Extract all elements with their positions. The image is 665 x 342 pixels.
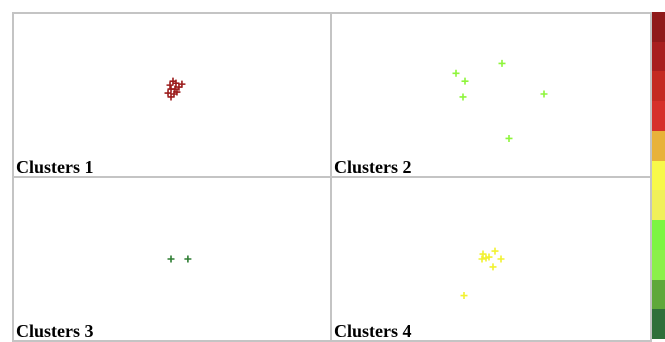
cluster-point <box>178 80 186 88</box>
cluster-point <box>184 255 192 263</box>
cluster-point <box>167 255 175 263</box>
cluster-point <box>489 263 497 271</box>
cluster-point <box>172 79 180 87</box>
color-legend-bar <box>652 12 665 340</box>
cluster-point <box>485 253 493 261</box>
cluster-point <box>540 90 548 98</box>
color-swatch <box>652 249 665 281</box>
cluster-point <box>166 81 174 89</box>
cluster-point <box>460 292 468 300</box>
color-swatch <box>652 190 665 221</box>
panel-title: Clusters 2 <box>334 157 412 177</box>
color-swatch <box>652 309 665 340</box>
cluster-panel-4: Clusters 4 <box>330 176 652 342</box>
cluster-panel-1: Clusters 1 <box>12 12 332 178</box>
cluster-panel-3: Clusters 3 <box>12 176 332 342</box>
cluster-plot-1 <box>164 77 186 101</box>
color-swatch <box>652 71 665 102</box>
color-swatch <box>652 12 665 43</box>
cluster-point <box>452 69 460 77</box>
color-swatch <box>652 41 665 72</box>
cluster-point <box>505 134 513 142</box>
panel-title: Clusters 4 <box>334 321 412 341</box>
cluster-point <box>167 85 175 93</box>
panel-title: Clusters 1 <box>16 157 94 177</box>
cluster-point <box>498 59 506 67</box>
cluster-point <box>170 90 178 98</box>
cluster-plot-3 <box>167 255 192 263</box>
cluster-plot-2 <box>452 59 548 142</box>
color-swatch <box>652 160 665 191</box>
cluster-point <box>461 77 469 85</box>
cluster-plot-4 <box>460 247 505 300</box>
cluster-point <box>491 247 499 255</box>
cluster-point <box>478 255 486 263</box>
color-swatch <box>652 220 665 251</box>
color-swatch <box>652 101 665 132</box>
cluster-point <box>497 255 505 263</box>
cluster-point <box>164 89 172 97</box>
cluster-point <box>459 93 467 101</box>
cluster-point <box>479 250 487 258</box>
panel-title: Clusters 3 <box>16 321 94 341</box>
color-swatch <box>652 279 665 310</box>
cluster-panel-2: Clusters 2 <box>330 12 652 178</box>
color-swatch <box>652 130 665 162</box>
